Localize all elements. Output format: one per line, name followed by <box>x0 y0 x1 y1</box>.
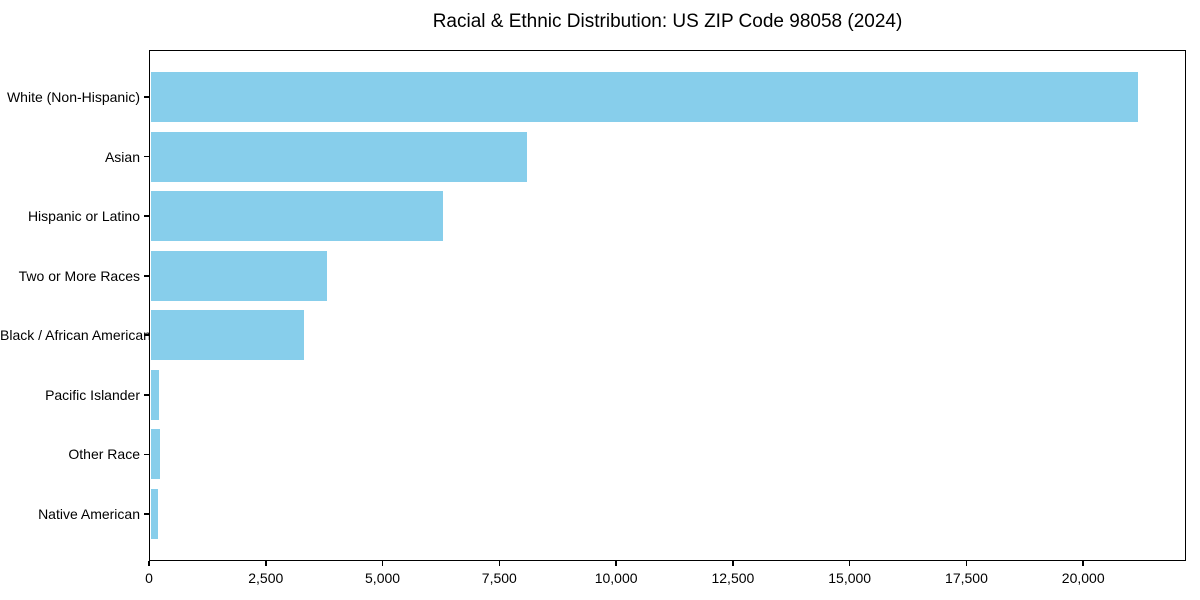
bar-two-or-more-races <box>150 250 328 301</box>
x-tick-mark <box>148 561 150 566</box>
bar-black-african-american <box>150 310 304 361</box>
y-tick-mark <box>144 96 149 98</box>
x-tick-label: 17,500 <box>945 570 988 586</box>
y-tick-label: Other Race <box>68 446 140 463</box>
bar-hispanic-or-latino <box>150 191 443 242</box>
y-tick-label: Asian <box>104 148 140 165</box>
y-tick-mark <box>144 334 149 337</box>
x-tick-label: 0 <box>145 570 153 586</box>
x-tick-label: 12,500 <box>711 570 755 586</box>
bar-asian <box>150 131 528 182</box>
bar-native-american <box>150 488 158 539</box>
y-tick-label: Pacific Islander <box>45 386 140 403</box>
y-tick-mark <box>144 513 149 515</box>
y-tick-mark <box>144 274 149 277</box>
y-tick-label: Two or More Races <box>18 267 140 284</box>
x-tick-label: 5,000 <box>365 570 401 586</box>
x-tick-label: 2,500 <box>248 570 284 586</box>
x-tick-mark <box>264 561 267 566</box>
x-tick-mark <box>615 561 617 566</box>
x-tick-label: 20,000 <box>1061 570 1105 586</box>
x-tick-mark <box>1082 561 1085 566</box>
y-tick-label: Hispanic or Latino <box>27 208 140 225</box>
y-tick-mark <box>144 394 149 396</box>
x-tick-label: 7,500 <box>481 570 517 586</box>
x-tick-mark <box>381 561 384 566</box>
y-tick-mark <box>144 155 149 158</box>
y-tick-label: White (Non-Hispanic) <box>6 89 140 106</box>
x-tick-mark <box>498 561 501 566</box>
y-tick-mark <box>144 453 149 456</box>
plot-area <box>149 50 1186 561</box>
y-tick-label: Black / African American <box>0 327 151 344</box>
bar-pacific-islander <box>150 369 160 420</box>
bar-other-race <box>150 429 160 480</box>
x-tick-label: 15,000 <box>828 570 872 586</box>
y-tick-label: Native American <box>38 505 140 522</box>
x-tick-mark <box>732 561 734 566</box>
x-tick-label: 10,000 <box>594 570 638 586</box>
chart-title: Racial & Ethnic Distribution: US ZIP Cod… <box>432 11 903 32</box>
x-tick-mark <box>965 561 968 566</box>
x-tick-mark <box>848 561 851 566</box>
bar-white-non-hispanic <box>150 72 1138 123</box>
y-tick-mark <box>144 215 149 217</box>
